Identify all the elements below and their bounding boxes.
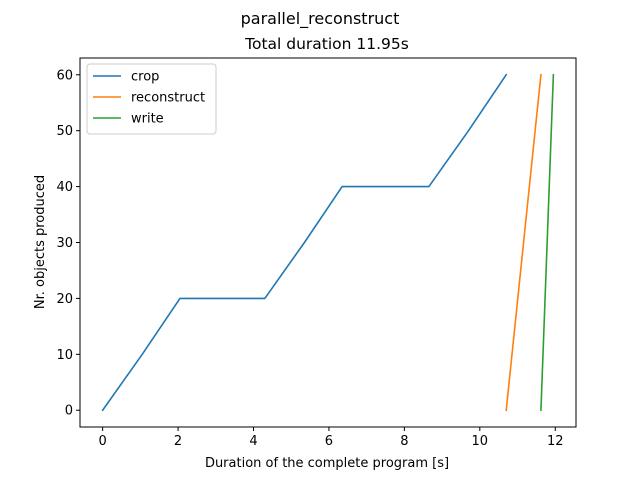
y-tick-label: 30 [56,236,73,251]
legend-label-write: write [131,112,164,127]
x-axis-label: Duration of the complete program [s] [205,456,449,471]
series-line-write [540,73,555,412]
x-tick-label: 12 [547,434,564,449]
series-line-crop [101,73,508,412]
x-tick-label: 6 [325,434,333,449]
y-tick-label: 40 [56,180,73,195]
y-tick-label: 20 [56,292,73,307]
x-tick-label: 4 [249,434,257,449]
series-line-reconstruct [505,73,542,412]
x-tick-label: 10 [472,434,489,449]
y-tick-label: 10 [56,348,73,363]
x-tick-label: 2 [174,434,182,449]
y-tick-label: 0 [65,404,73,419]
chart-title: Total duration 11.95s [244,35,409,53]
legend-label-crop: crop [131,70,159,85]
x-tick-label: 8 [400,434,408,449]
y-axis: 0 10 20 30 40 50 60 [56,68,80,419]
y-tick-label: 60 [56,68,73,83]
y-axis-label: Nr. objects produced [33,175,48,309]
legend-box [86,63,217,135]
y-tick-label: 50 [56,124,73,139]
x-tick-label: 0 [98,434,106,449]
series-layer [101,73,555,412]
figure-suptitle: parallel_reconstruct [241,9,400,29]
legend-label-reconstruct: reconstruct [131,91,205,106]
legend: crop reconstruct write [86,63,217,135]
x-axis: 0 2 4 6 8 10 12 [98,427,564,449]
